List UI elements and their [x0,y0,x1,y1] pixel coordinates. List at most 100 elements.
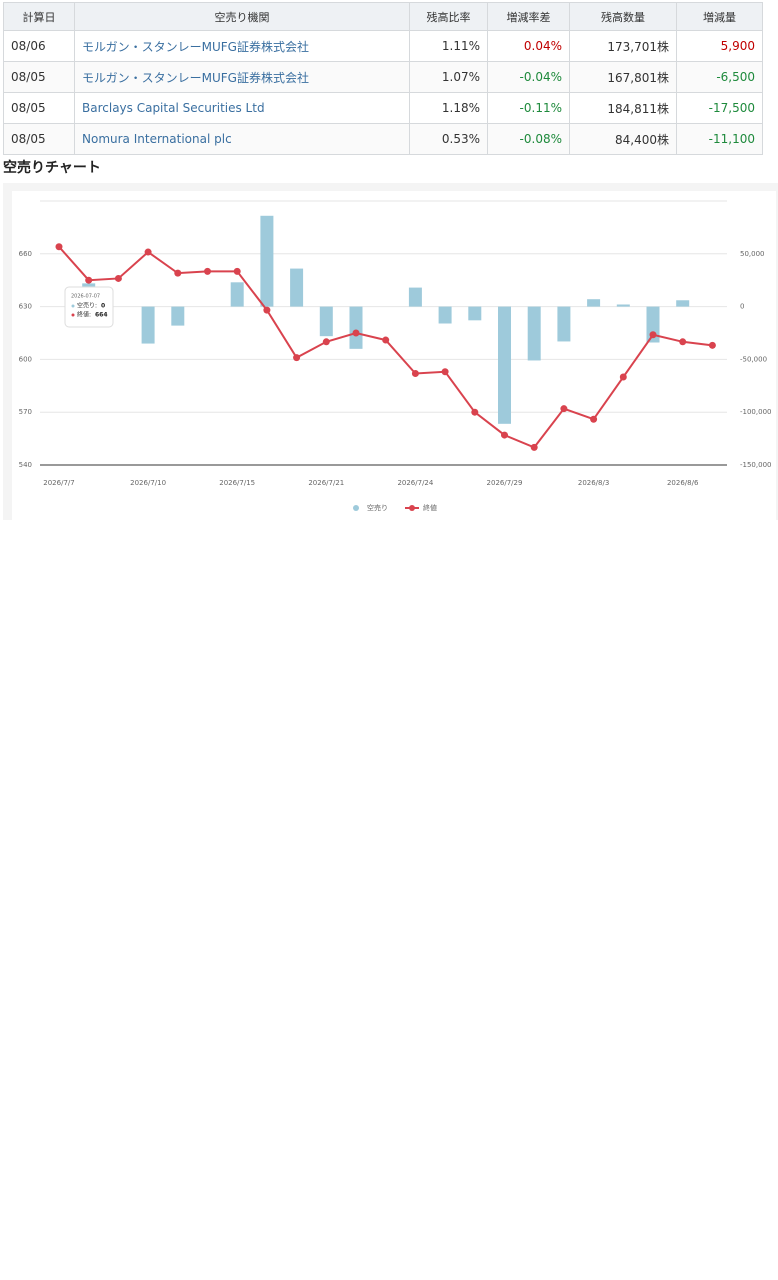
price-point [619,373,627,381]
institution-link[interactable]: モルガン・スタンレーMUFG証券株式会社 [74,61,410,93]
short-table: 計算日 空売り機関 残高比率 増減率差 残高数量 増減量 08/06 モルガン・スタンレーMU… [3,2,763,155]
table-row: 08/06 モルガン・スタンレーMUFG証券株式会社 1.11% 0.04% 173,7… [3,30,763,62]
cell: -0.08% [487,123,570,155]
y-tick-label: 570 [19,408,32,416]
x-tick-label: 2026/7/29 [487,479,523,487]
y2-tick-label: -100,000 [740,408,771,416]
x-tick-label: 2026/7/21 [308,479,344,487]
y2-tick-label: 50,000 [740,250,765,258]
table-row: 08/05 Barclays Capital Securities Ltd 1.18… [3,92,763,124]
cell: 08/06 [3,30,75,62]
header-row: 計算日 空売り機関 残高比率 増減率差 残高数量 増減量 [3,2,763,31]
price-point [382,336,390,344]
column-header: 計算日 [3,2,75,31]
bar [616,304,630,307]
tooltip-value: 664 [95,312,108,319]
bar [527,306,541,361]
column-header: 増減率差 [487,2,570,31]
price-point [263,306,271,314]
y2-tick-label: -50,000 [740,355,767,363]
section-title: 空売りチャート [3,160,101,176]
cell: -0.04% [487,61,570,93]
price-point [352,329,360,337]
price-point [322,338,330,346]
cell: -0.11% [487,92,570,124]
tooltip-title: 2026-07-07 [71,294,100,300]
bar [498,306,511,424]
institution-link[interactable]: モルガン・スタンレーMUFG証券株式会社 [74,30,410,62]
column-header: 残高比率 [409,2,488,31]
tooltip-symbol [71,313,75,317]
x-tick-label: 2026/7/10 [130,479,166,487]
institution-link[interactable]: Barclays Capital Securities Ltd [74,92,410,124]
bar [141,306,155,344]
cell: 0.04% [487,30,570,62]
price-point [501,431,508,439]
bar [290,268,304,307]
y2-tick-label: -150,000 [740,461,771,469]
price-point [233,267,241,275]
y-tick-label: 600 [19,355,32,363]
cell: 08/05 [3,123,75,155]
cell: 1.07% [409,61,488,93]
bar [171,306,185,326]
bar [349,306,363,349]
column-header: 残高数量 [569,2,677,31]
price-point [441,368,449,376]
cell: 184,811株 [569,92,677,124]
x-tick-label: 2026/8/6 [667,479,699,487]
cell: 84,400株 [569,123,677,155]
legend-label: 空売り [367,503,388,512]
cell: 08/05 [3,61,75,93]
cell: 1.18% [409,92,488,124]
legend-label: 終値 [423,503,437,512]
cell: 5,900 [676,30,763,62]
cell: -11,100 [676,123,763,155]
cell: -17,500 [676,92,763,124]
chart: 540 570 600 630 660 -150,000 -100,000 -50,000 0 5… [12,191,776,520]
price-point [114,274,122,282]
y-tick-label: 660 [19,250,32,258]
price-point [560,405,568,413]
bar [230,282,244,307]
tooltip-value: 0 [101,303,105,310]
price-point [293,354,301,362]
y-tick-label: 540 [19,461,32,469]
chart-panel: 540 570 600 630 660 -150,000 -100,000 -50,000 0 5… [3,183,778,520]
bar [438,306,452,324]
cell: 1.11% [409,30,488,62]
price-point [144,248,152,256]
bar [408,287,422,307]
x-tick-label: 2026/8/3 [578,479,609,487]
tooltip-label: 終値: [77,311,91,319]
table-row: 08/05 Nomura International plc 0.53% -0.08%… [3,123,763,155]
tooltip-label: 空売り: [77,302,97,310]
column-header: 増減量 [676,2,763,31]
x-tick-label: 2026/7/24 [397,479,433,487]
bar [587,299,601,307]
y-tick-label: 630 [19,303,32,311]
price-point [471,408,479,416]
institution-link[interactable]: Nomura International plc [74,123,410,155]
tooltip-symbol [71,304,75,308]
tooltip-box [64,286,114,328]
price-point [85,276,93,284]
legend-symbol [353,505,359,511]
bar [676,300,690,307]
bar [557,306,571,342]
x-tick-label: 2026/7/15 [219,479,255,487]
bar [260,215,274,307]
price-point [204,267,211,275]
legend-symbol [409,505,415,511]
bar [468,306,482,321]
cell: 08/05 [3,92,75,124]
cell: 173,701株 [569,30,677,62]
cell: 0.53% [409,123,488,155]
tooltip: 2026-07-07 空売り: 0 終値: 664 [64,286,114,328]
price-point [174,269,182,277]
cell: 167,801株 [569,61,677,93]
cell: -6,500 [676,61,763,93]
table-row: 08/05 モルガン・スタンレーMUFG証券株式会社 1.07% -0.04% 167,… [3,61,763,93]
price-point [411,369,419,377]
